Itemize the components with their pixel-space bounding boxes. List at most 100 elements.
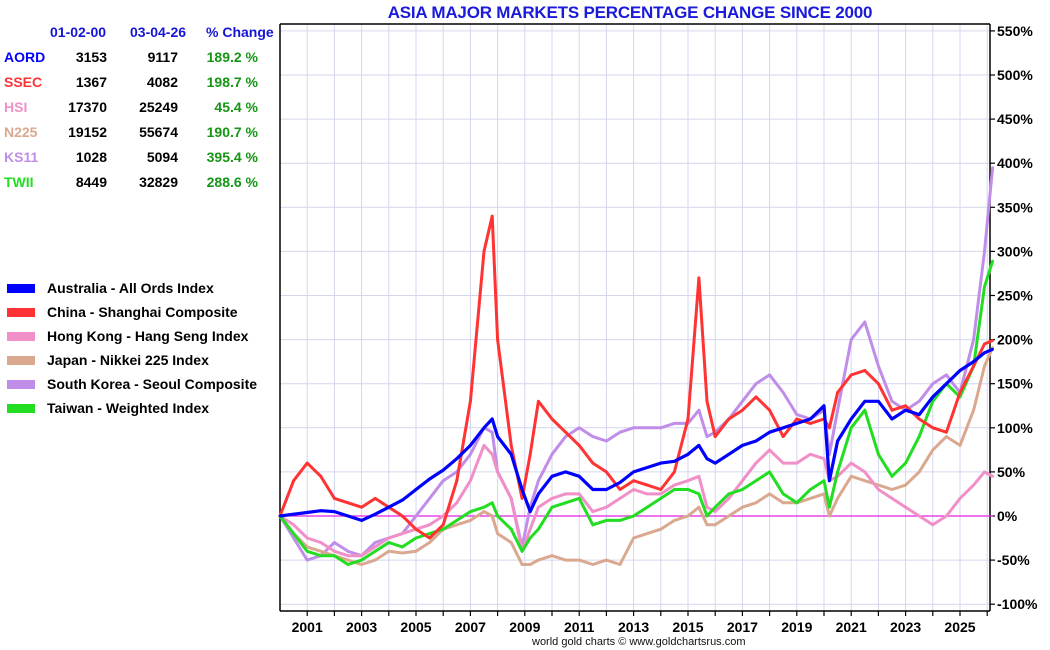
data-point-ssec (605, 470, 608, 474)
data-point-n225 (809, 497, 812, 500)
data-point-n225 (659, 527, 663, 531)
data-point-twii (564, 501, 567, 505)
data-point-n225 (496, 532, 499, 535)
legend-label: Taiwan - Weighted Index (47, 400, 210, 416)
data-point-n225 (482, 510, 486, 513)
data-point-ks11 (673, 422, 676, 425)
data-point-aord (278, 514, 282, 518)
data-point-ks11 (781, 391, 785, 394)
data-point-hsi (455, 501, 459, 505)
data-point-n225 (673, 519, 676, 522)
data-point-aord (673, 459, 676, 463)
table-row-percent-change: 45.4 % (214, 99, 258, 115)
data-point-twii (292, 532, 295, 535)
data-point-hsi (496, 470, 499, 474)
y-tick-label: 250% (997, 288, 1033, 304)
data-point-ks11 (795, 413, 799, 416)
data-point-n225 (849, 474, 853, 478)
footer-credit: world gold charts © www.goldchartsrus.co… (532, 636, 746, 648)
legend-label: Australia - All Ords Index (47, 280, 214, 296)
data-point-n225 (890, 488, 894, 491)
data-point-aord (983, 351, 986, 355)
data-point-ssec (741, 408, 744, 412)
data-point-ssec (319, 474, 323, 478)
data-point-hsi (686, 479, 690, 483)
data-point-ks11 (591, 435, 595, 438)
data-point-twii (520, 549, 524, 553)
data-point-hsi (333, 549, 336, 553)
data-point-ks11 (972, 338, 975, 341)
data-point-hsi (537, 505, 540, 509)
data-point-n225 (877, 483, 880, 487)
data-point-aord (605, 488, 608, 491)
data-point-twii (781, 492, 785, 496)
data-point-twii (983, 285, 986, 289)
data-point-twii (441, 527, 445, 531)
data-point-ssec (686, 417, 690, 421)
data-point-n225 (768, 492, 771, 496)
data-point-ssec (564, 430, 567, 434)
data-point-hsi (931, 523, 935, 527)
data-point-twii (537, 527, 540, 531)
data-point-twii (469, 510, 472, 513)
data-point-hsi (401, 532, 404, 535)
data-point-ks11 (333, 541, 336, 544)
data-point-aord (455, 457, 459, 461)
data-point-ssec (373, 497, 377, 500)
table-row-percent-change: 395.4 % (206, 149, 258, 165)
data-point-aord (509, 452, 513, 456)
data-point-aord (346, 514, 350, 518)
legend-swatch (7, 283, 35, 293)
data-point-ssec (673, 470, 676, 474)
data-point-aord (822, 404, 826, 408)
data-point-hsi (945, 514, 948, 518)
data-point-n225 (428, 541, 431, 544)
data-point-hsi (346, 554, 350, 558)
legend-swatch (7, 379, 35, 389)
table-row-start-value: 1367 (75, 74, 107, 90)
data-point-twii (904, 461, 907, 465)
data-point-ssec (537, 399, 540, 403)
data-point-twii (849, 426, 853, 430)
data-point-twii (319, 554, 323, 558)
data-point-n225 (836, 497, 839, 500)
data-point-ssec (618, 488, 622, 491)
data-point-hsi (550, 497, 554, 500)
data-point-twii (591, 523, 595, 527)
data-point-aord (528, 510, 532, 513)
data-point-hsi (958, 497, 962, 500)
summary-table: 01-02-00 03-04-26 % Change AORD 3153 9117 1… (0, 24, 280, 194)
data-point-aord (520, 488, 524, 491)
legend-label: Hong Kong - Hang Seng Index (47, 328, 249, 344)
data-point-twii (528, 536, 532, 540)
data-point-aord (781, 426, 785, 430)
data-point-aord (958, 369, 962, 372)
data-point-ssec (836, 391, 839, 394)
y-tick-label: 100% (997, 420, 1033, 436)
data-point-ssec (333, 497, 336, 500)
data-point-aord (877, 399, 880, 403)
data-point-ssec (863, 369, 867, 372)
data-point-n225 (686, 514, 690, 518)
data-point-ks11 (346, 549, 350, 553)
data-point-ks11 (991, 166, 994, 170)
table-row-end-value: 4082 (146, 74, 178, 90)
x-tick-label: 2009 (509, 619, 540, 635)
data-point-ssec (490, 214, 494, 218)
data-point-n225 (863, 479, 867, 483)
data-point-hsi (809, 452, 812, 456)
table-row-start-value: 3153 (75, 49, 107, 65)
data-point-aord (305, 511, 309, 514)
data-point-aord (591, 488, 595, 491)
data-point-twii (931, 399, 935, 403)
x-tick-label: 2001 (292, 619, 323, 635)
data-point-hsi (645, 492, 649, 496)
data-point-ssec (713, 435, 717, 438)
data-point-n225 (754, 501, 758, 505)
data-point-hsi (490, 452, 494, 456)
data-point-n225 (490, 514, 494, 518)
data-point-hsi (917, 514, 921, 518)
data-point-n225 (931, 448, 935, 452)
x-tick-label: 2015 (672, 619, 703, 635)
table-row-code: TWII (4, 174, 34, 190)
